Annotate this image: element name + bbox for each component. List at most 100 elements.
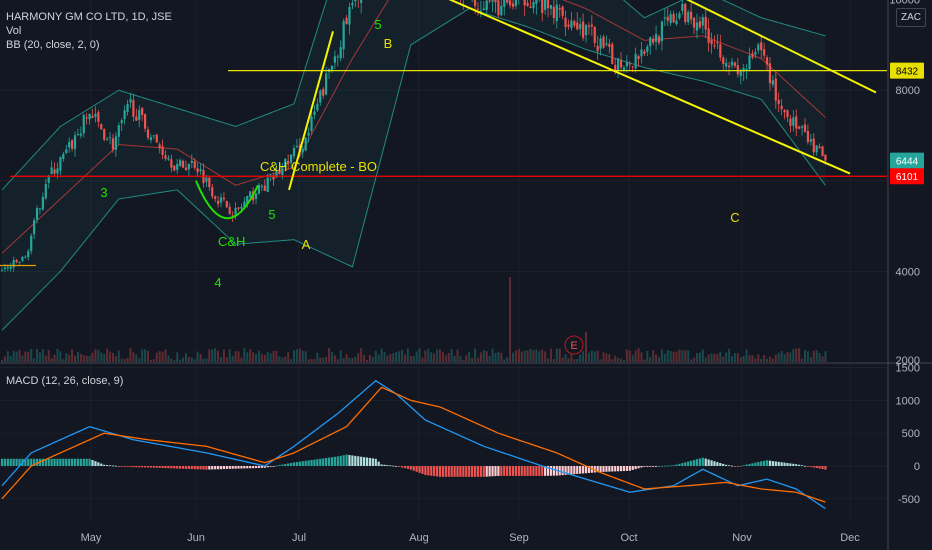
candle-body bbox=[333, 56, 336, 63]
candle-body bbox=[701, 17, 704, 26]
candle-body bbox=[549, 5, 553, 9]
volume-bar bbox=[12, 350, 15, 362]
candle-body bbox=[774, 78, 777, 101]
candle-body bbox=[141, 107, 144, 116]
macd-histogram-bar bbox=[424, 466, 427, 476]
candle-body bbox=[316, 103, 319, 111]
channel-lower-line bbox=[448, 0, 851, 175]
candle-body bbox=[41, 196, 44, 210]
volume-bar bbox=[360, 348, 363, 362]
macd-tick-label: 500 bbox=[902, 428, 920, 440]
macd-histogram-bar bbox=[345, 454, 348, 466]
signal-line bbox=[1, 386, 826, 503]
volume-bar bbox=[672, 351, 675, 362]
wave-label: 3 bbox=[100, 185, 107, 200]
macd-histogram-bar bbox=[132, 466, 135, 468]
macd-histogram-bar bbox=[727, 465, 731, 467]
candle-body bbox=[570, 20, 573, 28]
candle-body bbox=[76, 134, 80, 136]
candle-body bbox=[660, 21, 664, 42]
macd-histogram-bar bbox=[567, 466, 570, 475]
volume-bar bbox=[450, 349, 453, 362]
candle-body bbox=[625, 62, 628, 67]
candle-body bbox=[640, 49, 643, 57]
volume-bar bbox=[479, 352, 482, 362]
macd-histogram-bar bbox=[76, 458, 80, 466]
price-tick-label: 8000 bbox=[896, 85, 920, 97]
macd-histogram-bar bbox=[199, 466, 202, 470]
macd-histogram-bar bbox=[190, 466, 193, 470]
macd-histogram-bar bbox=[590, 466, 593, 473]
candle-body bbox=[143, 114, 147, 129]
volume-bar bbox=[255, 354, 258, 362]
annotation-text: C&H bbox=[218, 234, 245, 249]
volume-bar bbox=[582, 351, 585, 362]
macd-histogram-bar bbox=[117, 466, 120, 467]
macd-histogram-bar bbox=[184, 466, 188, 469]
candle-body bbox=[611, 44, 614, 65]
volume-bar bbox=[447, 352, 450, 362]
volume-bar bbox=[640, 352, 643, 362]
volume-bar bbox=[190, 357, 193, 362]
candle-body bbox=[815, 145, 818, 153]
macd-histogram-bar bbox=[342, 455, 345, 466]
volume-bar bbox=[719, 351, 722, 362]
macd-histogram-bar bbox=[751, 463, 754, 466]
bollinger-lower-line bbox=[1, 8, 826, 331]
volume-bar bbox=[126, 358, 129, 362]
volume-bar bbox=[713, 353, 716, 362]
candle-body bbox=[222, 197, 226, 200]
candle-body bbox=[184, 167, 188, 170]
macd-histogram-bar bbox=[433, 466, 436, 477]
volume-bar bbox=[246, 352, 249, 362]
volume-bar bbox=[611, 359, 614, 362]
volume-bar bbox=[266, 352, 269, 362]
macd-histogram-bar bbox=[141, 466, 144, 468]
candle-body bbox=[730, 61, 734, 66]
candle-body bbox=[129, 99, 132, 103]
volume-bar bbox=[547, 358, 550, 362]
macd-histogram-bar bbox=[284, 464, 287, 466]
macd-histogram-bar bbox=[263, 466, 266, 468]
macd-histogram-bar bbox=[719, 463, 722, 466]
candle-body bbox=[170, 159, 173, 168]
volume-bar bbox=[36, 348, 39, 362]
volume-bar bbox=[15, 351, 18, 362]
candle-body bbox=[126, 103, 129, 112]
macd-histogram-bar bbox=[380, 464, 383, 466]
volume-bar bbox=[398, 351, 401, 362]
macd-histogram-bar bbox=[520, 466, 523, 476]
volume-bar bbox=[27, 351, 30, 362]
volume-bar bbox=[424, 350, 427, 362]
macd-histogram-bar bbox=[619, 466, 623, 472]
volume-bar bbox=[62, 359, 65, 362]
volume-bar bbox=[441, 351, 444, 362]
bollinger-upper-line bbox=[1, 0, 826, 191]
macd-histogram-bar bbox=[59, 458, 62, 466]
macd-histogram-bar bbox=[523, 466, 526, 476]
macd-histogram-bar bbox=[47, 458, 50, 466]
volume-bar bbox=[538, 351, 541, 362]
macd-histogram-bar bbox=[15, 458, 18, 466]
candle-body bbox=[44, 183, 47, 199]
macd-histogram-bar bbox=[786, 463, 789, 466]
candle-body bbox=[488, 0, 491, 2]
candle-body bbox=[795, 116, 798, 129]
macd-histogram-bar bbox=[599, 466, 602, 473]
macd-histogram-bar bbox=[167, 466, 170, 469]
candle-body bbox=[292, 148, 296, 157]
volume-bar bbox=[138, 358, 141, 362]
currency-badge[interactable]: ZAC bbox=[896, 8, 926, 27]
macd-histogram-bar bbox=[126, 466, 129, 467]
volume-bar bbox=[468, 351, 471, 362]
macd-legend[interactable]: MACD (12, 26, close, 9) bbox=[6, 375, 124, 387]
candle-body bbox=[68, 141, 71, 148]
candle-body bbox=[768, 63, 772, 84]
macd-histogram-bar bbox=[135, 466, 138, 468]
volume-bar bbox=[509, 277, 512, 362]
volume-bar bbox=[141, 349, 144, 362]
macd-histogram-bar bbox=[459, 466, 462, 477]
month-label: Nov bbox=[732, 532, 752, 544]
candle-body bbox=[803, 124, 807, 132]
